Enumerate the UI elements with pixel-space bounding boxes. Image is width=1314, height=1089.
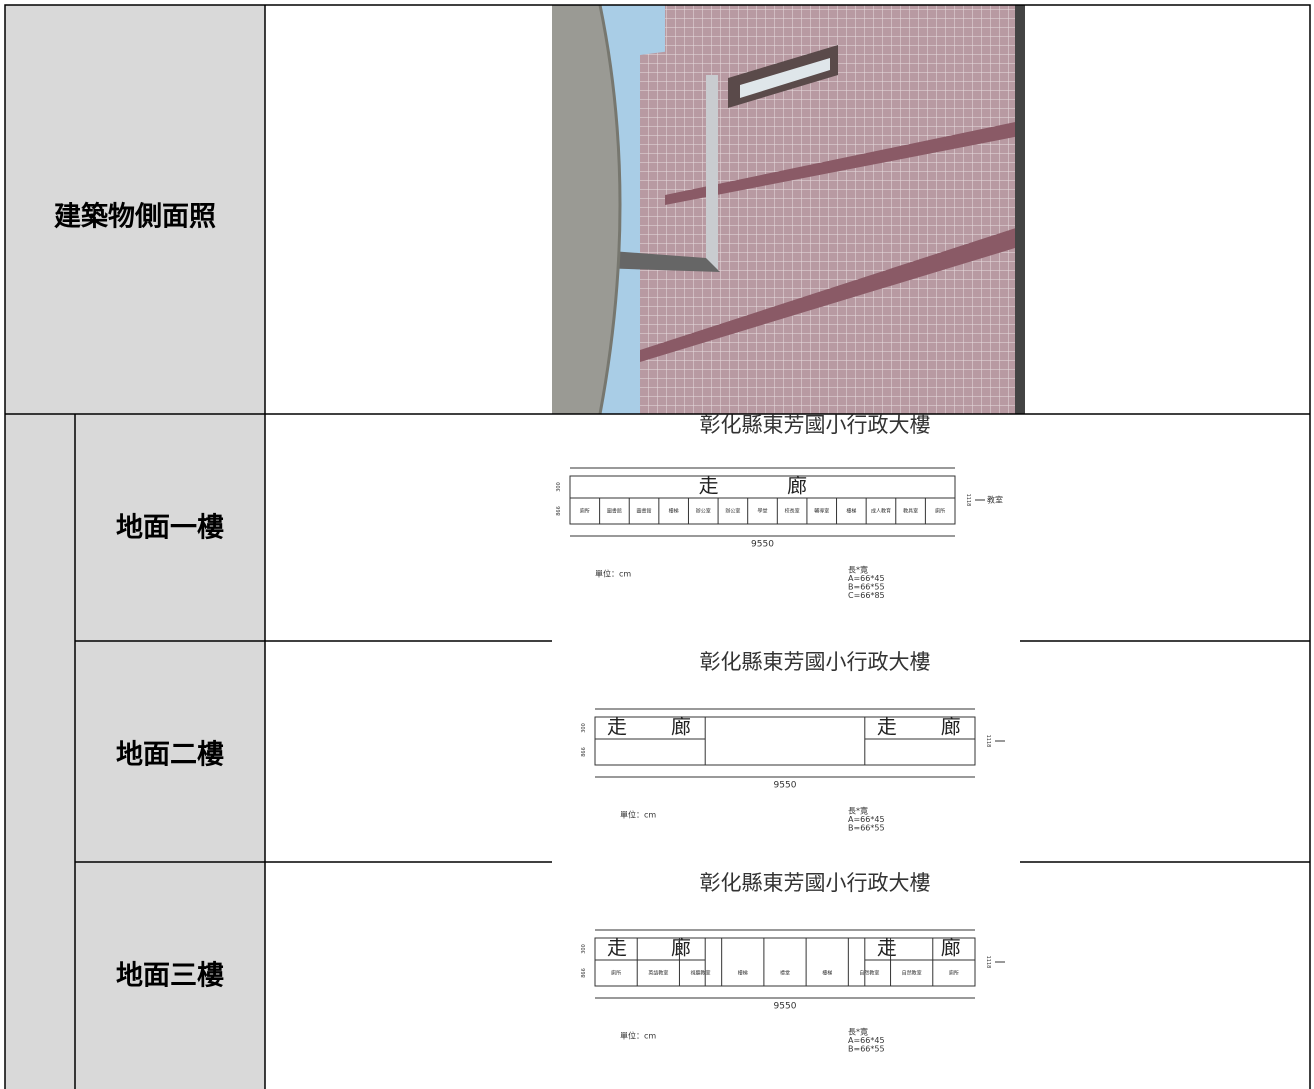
unit-label: 單位：cm [620,810,656,820]
plan-title: 彰化縣東芳國小行政大樓 [700,650,931,674]
plan-title: 彰化縣東芳國小行政大樓 [700,871,931,895]
row-label: 地面二樓 [116,740,224,771]
room-label: 樓梯 [846,508,856,515]
room-label: 辦公室 [725,508,740,515]
room-label: 樓梯 [822,970,832,977]
room-label: 自然教室 [859,970,879,977]
label-cell [5,5,265,414]
row-label: 建築物側面照 [54,201,216,233]
corridor-label: 走 [877,936,897,960]
depth-label: 866 [581,968,587,978]
note-line: B=66*55 [848,1045,885,1054]
room-label: 視聽教室 [691,970,711,977]
depth-label: 300 [556,482,562,492]
note-line: B=66*55 [848,583,885,592]
room-label: 校長室 [785,508,800,515]
room-label: 樓梯 [738,970,748,977]
depth-label: 300 [581,944,587,954]
side-note: 教室 [987,495,1003,505]
table-borders [4,4,1311,1089]
note-line: A=66*45 [848,815,885,824]
corridor-label: 廊 [787,474,807,498]
plan-outline [594,937,976,987]
room-label: 輔導室 [814,508,829,515]
room-label: 英語教室 [648,970,668,977]
room-label: 圖書館 [637,508,652,515]
corridor-label: 廊 [671,715,691,739]
depth-label: 866 [556,506,562,516]
corridor-label: 走 [607,936,627,960]
side-cell [5,414,75,1089]
room-label: 成人教育 [871,508,891,515]
room-label: 廁所 [580,508,590,515]
unit-label: 單位：cm [595,569,631,579]
room-label: 學堂 [757,508,767,515]
note-line: 長*寬 [848,806,868,816]
corridor-label: 廊 [671,936,691,960]
side-label: 1118 [985,735,991,748]
room-label: 辦公室 [696,508,711,515]
plan-title: 彰化縣東芳國小行政大樓 [700,413,931,437]
corridor-label: 廊 [941,715,961,739]
room-label: 圖書館 [607,508,622,515]
depth-label: 866 [581,747,587,757]
width-label: 9550 [774,781,797,791]
note-line: 長*寬 [848,565,868,575]
note-line: B=66*55 [848,824,885,833]
note-line: A=66*45 [848,574,885,583]
note-line: 長*寬 [848,1027,868,1037]
room-label: 自然教室 [902,970,922,977]
room-label: 廁所 [935,508,945,515]
corridor-label: 走 [607,715,627,739]
room-label: 禮堂 [780,970,790,977]
plan-outline [569,475,956,525]
room-label: 樓梯 [669,508,679,515]
corridor-label: 廊 [941,936,961,960]
note-line: A=66*45 [848,1036,885,1045]
unit-label: 單位：cm [620,1031,656,1041]
width-label: 9550 [774,1002,797,1012]
row-label: 地面三樓 [116,961,224,992]
note-line: C=66*85 [848,591,885,600]
corridor-label: 走 [699,474,719,498]
depth-label: 300 [581,723,587,733]
label-cell [75,414,265,1089]
row-label: 地面一樓 [116,513,224,544]
room-label: 教具室 [903,508,918,515]
width-label: 9550 [751,540,774,550]
plan-outline [594,716,976,766]
room-label: 廁所 [949,970,959,977]
building-photo [552,5,1025,414]
corridor-label: 走 [877,715,897,739]
side-label: 1118 [985,956,991,969]
room-label: 廁所 [611,970,621,977]
side-label: 1118 [965,494,971,507]
